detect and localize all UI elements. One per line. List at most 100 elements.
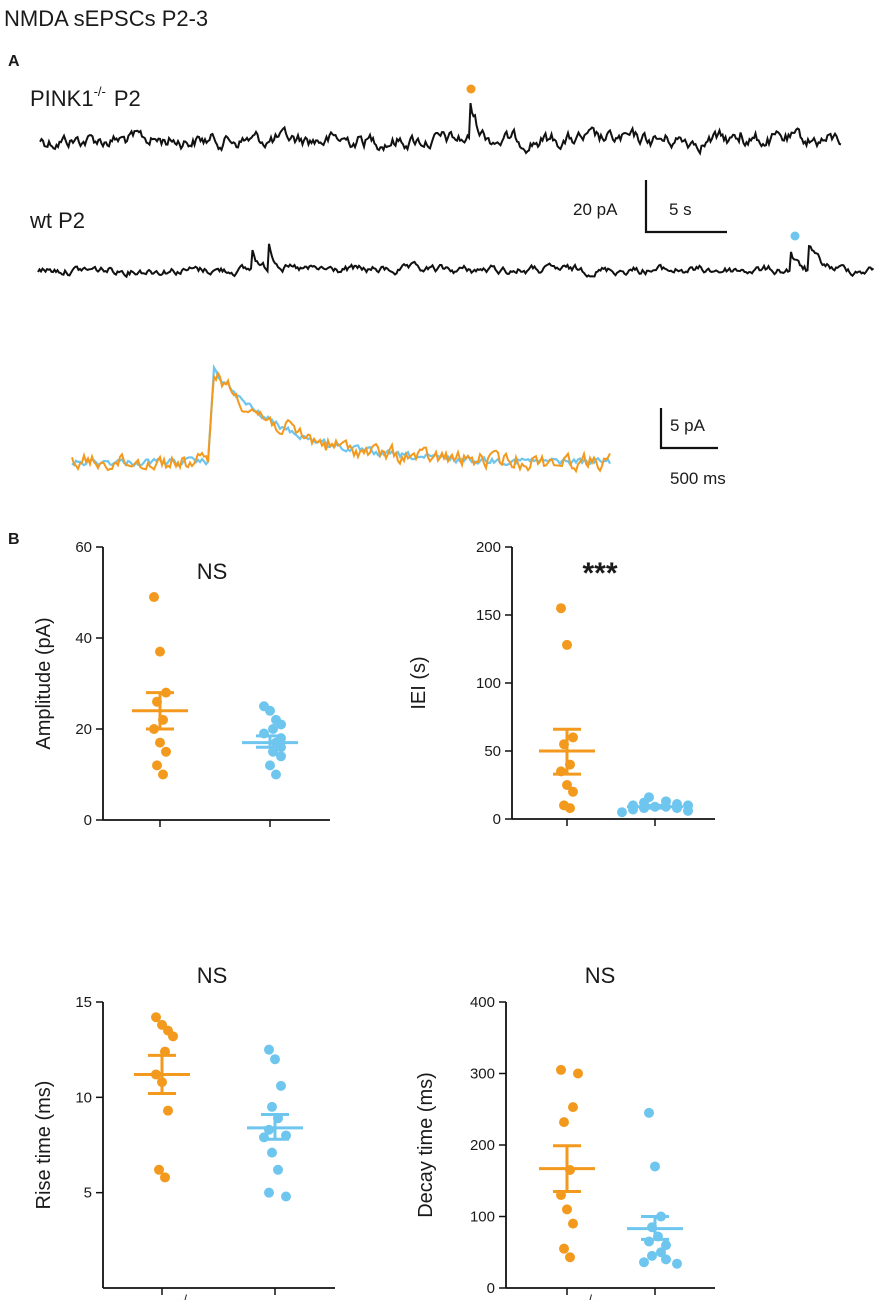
iei-dot-pink1 (565, 803, 575, 814)
amplitude-significance-label: NS (197, 559, 228, 584)
amplitude-y-tick-label: 20 (75, 721, 92, 738)
decay-dot-wt (661, 1254, 671, 1265)
amplitude-y-axis-title: Amplitude (pA) (33, 617, 55, 749)
decay-y-tick-label: 0 (487, 1280, 495, 1297)
amplitude-dot-pink1 (152, 760, 162, 771)
decay-dot-pink1 (568, 1218, 578, 1229)
wt-average-trace (71, 363, 611, 468)
decay-dot-pink1 (565, 1252, 575, 1263)
decay-dot-wt (661, 1240, 671, 1251)
scale-bar-1-y-label: 20 pA (573, 200, 618, 219)
pink1-trace-label-main: PINK1 (30, 86, 94, 111)
scale-bar-1 (644, 180, 727, 234)
rise-y-tick-label: 10 (75, 1089, 92, 1106)
wt-trace (37, 243, 875, 279)
decay-dot-pink1 (562, 1204, 572, 1215)
iei-y-tick-label: 100 (476, 675, 501, 692)
iei-y-tick-label: 200 (476, 539, 501, 556)
amplitude-dot-wt (265, 705, 275, 716)
amplitude-dot-pink1 (149, 592, 159, 603)
amplitude-plot: 0 20 40 60 Amplitude (pA) NS (33, 539, 330, 829)
amplitude-dot-pink1 (158, 769, 168, 780)
pink1-trace-label-sup: -/- (94, 84, 106, 99)
decay-dot-wt (650, 1161, 660, 1172)
amplitude-dot-wt (268, 724, 278, 734)
pink1-average-trace (71, 370, 611, 474)
decay-dot-wt (644, 1107, 654, 1118)
iei-plot: 0 50 100 150 200 IEI (s) *** (408, 539, 715, 828)
decay-y-tick-label: 100 (470, 1209, 495, 1226)
amplitude-dot-wt (268, 746, 278, 757)
pink1-trace-label: PINK1-/- P2 (30, 84, 141, 111)
decay-dot-wt (639, 1257, 649, 1268)
decay-significance-label: NS (585, 963, 616, 988)
scale-bar-2 (659, 408, 718, 450)
iei-y-tick-label: 150 (476, 607, 501, 624)
amplitude-dot-wt (276, 719, 286, 730)
panel-a-label: A (8, 53, 20, 70)
decay-dot-pink1 (559, 1243, 569, 1254)
amplitude-dot-pink1 (155, 646, 165, 657)
iei-dot-wt (617, 807, 627, 818)
category-label-sup: -/- (584, 1292, 596, 1300)
decay-dot-pink1 (556, 1064, 566, 1075)
wt-event-marker (790, 231, 800, 241)
rise-dot-pink1 (151, 1012, 161, 1023)
scale-bar-2-x-label: 500 ms (670, 469, 726, 488)
iei-dot-pink1 (562, 780, 572, 790)
decay-y-tick-label: 200 (470, 1137, 495, 1154)
amplitude-y-tick-label: 60 (75, 539, 92, 556)
rise-dot-wt (264, 1044, 274, 1055)
rise-dot-wt (281, 1191, 291, 1202)
rise-y-tick-label: 5 (84, 1185, 92, 1202)
amplitude-dot-wt (265, 760, 275, 771)
scale-bar-2-y-label: 5 pA (670, 416, 706, 435)
decay-dot-pink1 (568, 1102, 578, 1113)
rise-dot-wt (273, 1164, 283, 1175)
iei-dot-pink1 (556, 603, 566, 614)
iei-y-tick-label: 50 (484, 743, 501, 760)
scale-bar-1-x-label: 5 s (669, 200, 692, 219)
iei-dot-pink1 (568, 732, 578, 743)
rise-dot-pink1 (163, 1105, 173, 1116)
rise-dot-pink1 (160, 1172, 170, 1183)
rise-dot-wt (259, 1132, 269, 1143)
panel-b-label: B (8, 531, 20, 548)
amplitude-y-tick-label: 0 (84, 812, 92, 829)
decay-y-tick-label: 300 (470, 1066, 495, 1083)
decay-dot-wt (647, 1250, 657, 1261)
iei-significance-label: *** (582, 557, 617, 590)
pink1-event-marker (466, 84, 476, 94)
decay-dot-wt (672, 1258, 682, 1269)
amplitude-dot-pink1 (161, 746, 171, 757)
wt-trace-label: wt P2 (29, 208, 85, 233)
rise-dot-wt (267, 1147, 277, 1158)
amplitude-dot-wt (271, 769, 281, 780)
amplitude-y-tick-label: 40 (75, 630, 92, 647)
decay-dot-pink1 (559, 1117, 569, 1128)
rise-dot-wt (267, 1101, 277, 1112)
amplitude-dot-pink1 (155, 737, 165, 748)
figure-title: NMDA sEPSCs P2-3 (4, 6, 208, 31)
iei-dot-wt (683, 805, 693, 816)
iei-dot-pink1 (562, 639, 572, 650)
rise-dot-pink1 (154, 1164, 164, 1175)
decay-y-axis-title: Decay time (ms) (415, 1072, 437, 1218)
pink1-trace (39, 102, 842, 156)
amplitude-dot-wt (276, 751, 286, 762)
rise-dot-wt (270, 1054, 280, 1065)
rise-y-axis-title: Rise time (ms) (33, 1081, 55, 1210)
decay-dot-pink1 (573, 1068, 583, 1079)
rise-dot-wt (276, 1080, 286, 1091)
rise-dot-wt (264, 1187, 274, 1198)
decay-dot-wt (656, 1247, 666, 1258)
iei-y-tick-label: 0 (493, 811, 501, 828)
rise-dot-pink1 (168, 1031, 178, 1042)
rise-significance-label: NS (197, 963, 228, 988)
iei-dot-pink1 (568, 786, 578, 797)
decay-y-tick-label: 400 (470, 994, 495, 1011)
rise-y-tick-label: 15 (75, 994, 92, 1011)
